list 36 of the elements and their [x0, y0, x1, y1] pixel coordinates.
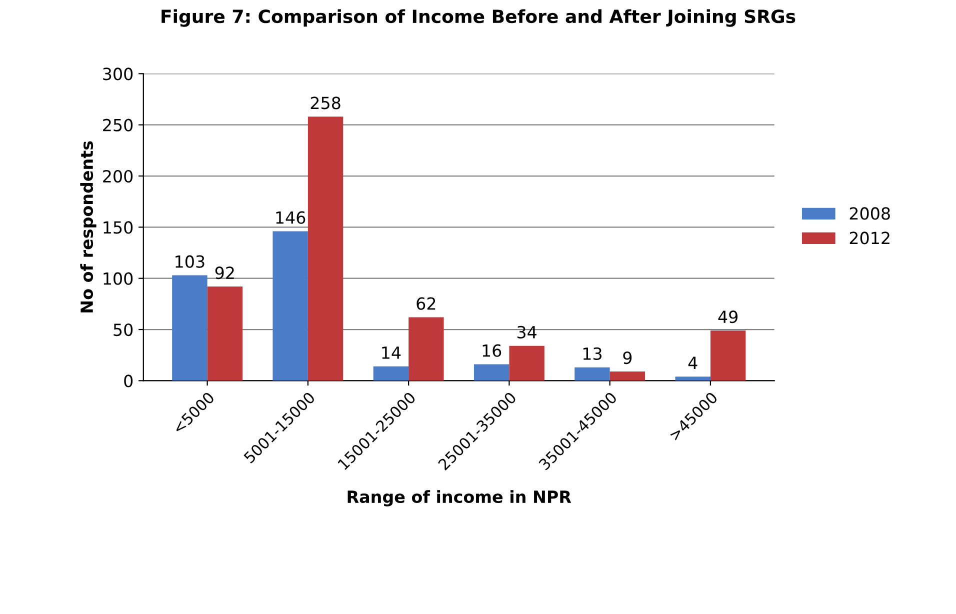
- data-label: 103: [176, 255, 204, 268]
- y-tick-label: 300: [103, 68, 133, 80]
- bar: [675, 376, 710, 381]
- data-label: 16: [482, 344, 502, 357]
- data-label: 258: [310, 96, 340, 110]
- y-tick-label: 100: [104, 272, 133, 285]
- data-label: 92: [215, 266, 234, 280]
- chart-title: Figure 7: Comparison of Income Before and After Joining SRGs: [162, 9, 796, 27]
- data-label: 9: [623, 351, 632, 364]
- data-label: 146: [276, 211, 306, 224]
- data-label: 62: [416, 297, 436, 310]
- bar: [509, 346, 544, 381]
- data-label: 14: [382, 346, 401, 359]
- bar: [408, 317, 444, 381]
- bar: [308, 116, 344, 381]
- x-axis-title: Range of income in NPR: [348, 490, 572, 506]
- bar: [710, 330, 746, 381]
- data-label: 34: [517, 326, 536, 338]
- bar: [474, 364, 510, 381]
- y-tick-label: 200: [103, 170, 133, 183]
- y-axis-title: No of respondents: [80, 141, 96, 312]
- y-tick-label: 0: [124, 374, 133, 388]
- data-label: 13: [583, 347, 602, 360]
- bar: [272, 231, 308, 381]
- bar: [574, 367, 610, 381]
- bar: [610, 371, 646, 381]
- y-tick-label: 50: [114, 323, 133, 336]
- legend-label: 2008: [850, 207, 890, 220]
- y-tick-label: 150: [104, 221, 133, 234]
- data-label: 49: [718, 310, 738, 324]
- data-label: 4: [688, 356, 698, 369]
- bar: [172, 275, 208, 381]
- bar: [373, 366, 409, 381]
- bar: [207, 286, 243, 381]
- legend-label: 2012: [850, 232, 890, 244]
- y-tick-label: 250: [103, 118, 133, 132]
